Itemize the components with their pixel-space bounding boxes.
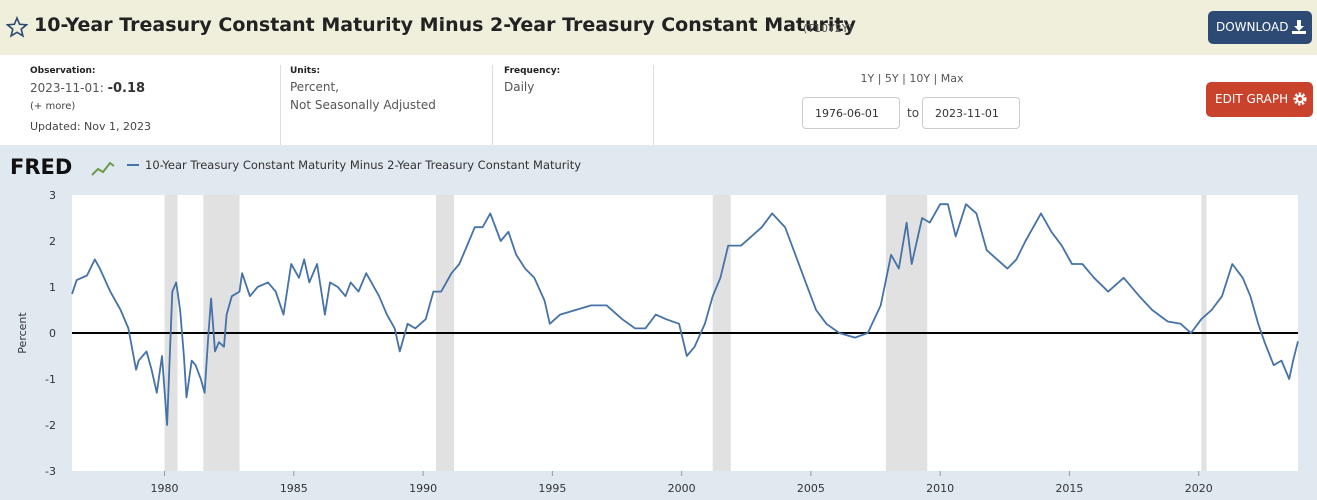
observation-value: -0.18 bbox=[107, 81, 146, 96]
y-axis-label: Percent bbox=[16, 312, 29, 354]
x-tick-label: 1990 bbox=[409, 482, 437, 495]
frequency: Daily bbox=[504, 80, 535, 94]
legend-label: 10-Year Treasury Constant Maturity Minus… bbox=[145, 158, 581, 172]
series-id: (T10Y2Y) bbox=[803, 22, 853, 35]
units-1: Percent, bbox=[290, 80, 339, 94]
edit-graph-button[interactable]: EDIT GRAPH bbox=[1206, 82, 1313, 117]
edit-graph-label: EDIT GRAPH bbox=[1215, 92, 1289, 106]
x-tick-label: 2005 bbox=[797, 482, 825, 495]
observation-label: Observation: bbox=[30, 66, 96, 76]
x-tick-label: 1995 bbox=[538, 482, 566, 495]
series-line bbox=[71, 203, 1299, 426]
page-title: 10-Year Treasury Constant Maturity Minus… bbox=[34, 14, 856, 36]
range-links[interactable]: 1Y | 5Y | 10Y | Max bbox=[860, 72, 964, 85]
y-tick-label: -3 bbox=[45, 465, 56, 478]
divider bbox=[492, 65, 493, 145]
star-icon[interactable] bbox=[6, 16, 28, 38]
to-label: to bbox=[907, 106, 920, 120]
start-date-input[interactable]: 1976-06-01 bbox=[802, 97, 900, 129]
more-link[interactable]: (+ more) bbox=[30, 101, 76, 112]
x-tick-label: 2000 bbox=[668, 482, 696, 495]
y-tick-label: 2 bbox=[49, 235, 56, 248]
y-tick-label: 3 bbox=[49, 189, 56, 202]
header-bar bbox=[0, 0, 1317, 55]
y-tick-label: -1 bbox=[45, 373, 56, 386]
download-label: DOWNLOAD bbox=[1216, 20, 1289, 34]
fred-logo: FRED bbox=[10, 155, 72, 179]
units-label: Units: bbox=[290, 66, 321, 76]
chart: FRED 10-Year Treasury Constant Maturity … bbox=[0, 145, 1317, 500]
end-date-input[interactable]: 2023-11-01 bbox=[922, 97, 1020, 129]
gear-icon bbox=[1293, 92, 1307, 106]
units-2: Not Seasonally Adjusted bbox=[290, 98, 436, 112]
download-icon bbox=[1292, 20, 1306, 34]
observation-date: 2023-11-01: bbox=[30, 81, 104, 95]
divider bbox=[280, 65, 281, 145]
x-tick-label: 2020 bbox=[1185, 482, 1213, 495]
y-tick-label: 1 bbox=[49, 281, 56, 294]
updated: Updated: Nov 1, 2023 bbox=[30, 120, 151, 133]
y-tick-label: 0 bbox=[49, 327, 56, 340]
logo-icon bbox=[91, 161, 115, 176]
x-tick-label: 1980 bbox=[151, 482, 179, 495]
divider bbox=[653, 65, 654, 145]
x-tick-label: 2010 bbox=[926, 482, 954, 495]
x-tick-label: 2015 bbox=[1055, 482, 1083, 495]
y-tick-label: -2 bbox=[45, 419, 56, 432]
download-button[interactable]: DOWNLOAD bbox=[1208, 11, 1312, 44]
x-tick-label: 1985 bbox=[280, 482, 308, 495]
frequency-label: Frequency: bbox=[504, 66, 561, 76]
